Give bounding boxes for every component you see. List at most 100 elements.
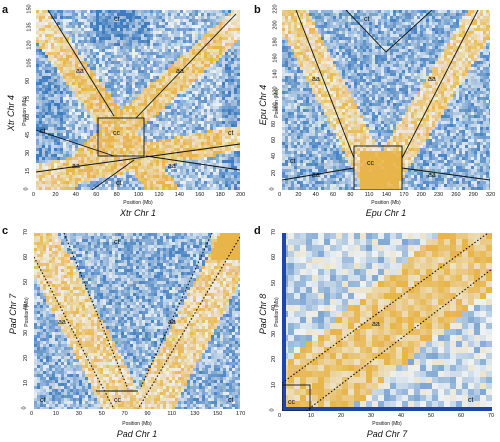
- x-tick-label: 90: [144, 411, 151, 417]
- y-tick-label: 15: [25, 167, 32, 175]
- y-tick-label: 10: [23, 379, 30, 386]
- x-tick-label: 140: [382, 192, 392, 198]
- cc-box: [282, 384, 311, 411]
- x-tick-label: 110: [167, 411, 177, 417]
- y-tick-label: 40: [271, 305, 278, 312]
- y-tick-label: 75: [25, 95, 32, 103]
- x-tick-label: 20: [52, 192, 59, 198]
- boundary-line: [139, 233, 213, 390]
- y-tick-label: 50: [23, 279, 30, 286]
- boundary-line: [34, 256, 115, 409]
- x-tick-label: 200: [236, 192, 246, 198]
- y-tick-label: 20: [271, 169, 278, 176]
- y-tick-label: 0: [269, 187, 276, 191]
- y-tick-label: 70: [271, 228, 278, 236]
- panel-c: c Pad Chr 7 Position (Mb) Position (Mb) …: [0, 221, 250, 442]
- x-tick-label: 30: [368, 413, 375, 419]
- x-tick-label: 130: [190, 411, 200, 417]
- region-label: aa: [72, 163, 80, 170]
- region-label: ct: [228, 397, 234, 404]
- y-tick-label: 100: [272, 102, 279, 112]
- y-tick-label: 80: [271, 120, 278, 127]
- region-label: aa: [168, 319, 176, 326]
- boundary-line: [63, 233, 129, 390]
- x-axis-title: Xtr Chr 1: [119, 208, 156, 218]
- panel-letter: a: [2, 4, 9, 16]
- x-tick-label: 50: [428, 413, 435, 419]
- x-tick-label: 0: [278, 413, 282, 419]
- boundary-line: [282, 167, 355, 181]
- x-tick-label: 30: [75, 411, 82, 417]
- boundary-line: [135, 13, 237, 119]
- region-label: cc: [367, 160, 374, 167]
- panel-letter: c: [2, 225, 9, 237]
- y-tick-label: 105: [26, 58, 33, 68]
- boundary-line: [91, 159, 135, 190]
- region-label: ct: [114, 239, 120, 246]
- y-tick-label: 45: [25, 131, 32, 139]
- boundary-line: [36, 129, 115, 157]
- boundary-line: [345, 10, 387, 53]
- x-tick-label: 60: [330, 192, 337, 198]
- y-axis-subtitle: Position (Mb): [22, 96, 28, 126]
- y-tick-label: 40: [23, 304, 30, 311]
- x-tick-label: 60: [93, 192, 100, 198]
- y-tick-label: 60: [271, 136, 278, 143]
- region-label: ct: [364, 16, 370, 23]
- heatmap-svg: [282, 10, 490, 190]
- heatmap-plot: [282, 10, 490, 190]
- boundary-line: [145, 155, 240, 171]
- y-tick-label: 0: [23, 187, 30, 191]
- x-axis-title: Pad Chr 1: [116, 429, 158, 439]
- x-tick-label: 170: [399, 192, 409, 198]
- y-axis-subtitle: Position (Mb): [274, 297, 280, 327]
- heatmap-svg: [34, 233, 240, 409]
- y-tick-label: 30: [23, 329, 30, 336]
- y-tick-label: 140: [272, 69, 279, 80]
- region-label: aa: [312, 172, 320, 179]
- region-label: cc: [288, 399, 295, 406]
- x-tick-label: 70: [488, 413, 495, 419]
- y-edge-band: [282, 233, 286, 411]
- y-tick-label: 20: [271, 356, 278, 363]
- panel-b: b Epu Chr 4 Position (Mb) Position (Mb) …: [250, 0, 500, 221]
- y-tick-label: 150: [26, 4, 33, 14]
- y-tick-label: 10: [271, 381, 278, 388]
- x-tick-label: 150: [213, 411, 223, 417]
- x-tick-label: 10: [52, 411, 59, 417]
- x-tick-label: 80: [113, 192, 120, 198]
- panel-d: d Pad Chr 8 Position (Mb) Position (Mb) …: [250, 221, 500, 442]
- y-tick-label: 135: [26, 22, 33, 32]
- region-label: aa: [372, 321, 380, 328]
- region-label: aa: [428, 76, 436, 83]
- y-tick-label: 200: [272, 20, 279, 30]
- region-label: aa: [58, 319, 66, 326]
- cc-box: [97, 117, 145, 157]
- heatmap-plot: [36, 10, 240, 190]
- boundary-line: [305, 268, 492, 411]
- y-tick-label: 70: [23, 228, 30, 236]
- x-tick-label: 0: [32, 192, 36, 198]
- x-tick-label: 170: [236, 411, 246, 417]
- x-tick-label: 10: [308, 413, 315, 419]
- y-tick-label: 60: [23, 254, 30, 261]
- region-label: ct: [228, 130, 234, 137]
- region-label: aa: [76, 68, 84, 75]
- heatmap-plot: [34, 233, 240, 409]
- cc-box: [353, 145, 403, 190]
- x-axis-subtitle: Position (Mb): [372, 421, 402, 427]
- heatmap-svg: [36, 10, 240, 190]
- region-label: aa: [312, 76, 320, 83]
- panel-letter: b: [254, 4, 261, 16]
- boundary-line: [401, 10, 479, 159]
- x-axis-subtitle: Position (Mb): [371, 200, 401, 206]
- x-edge-band: [282, 407, 492, 411]
- y-tick-label: 0: [269, 408, 276, 412]
- x-tick-label: 20: [295, 192, 302, 198]
- x-tick-label: 70: [121, 411, 128, 417]
- x-tick-label: 0: [30, 411, 34, 417]
- region-label: aa: [428, 172, 436, 179]
- x-tick-label: 160: [195, 192, 205, 198]
- x-axis-title: Epu Chr 1: [365, 208, 407, 218]
- x-tick-label: 260: [451, 192, 461, 198]
